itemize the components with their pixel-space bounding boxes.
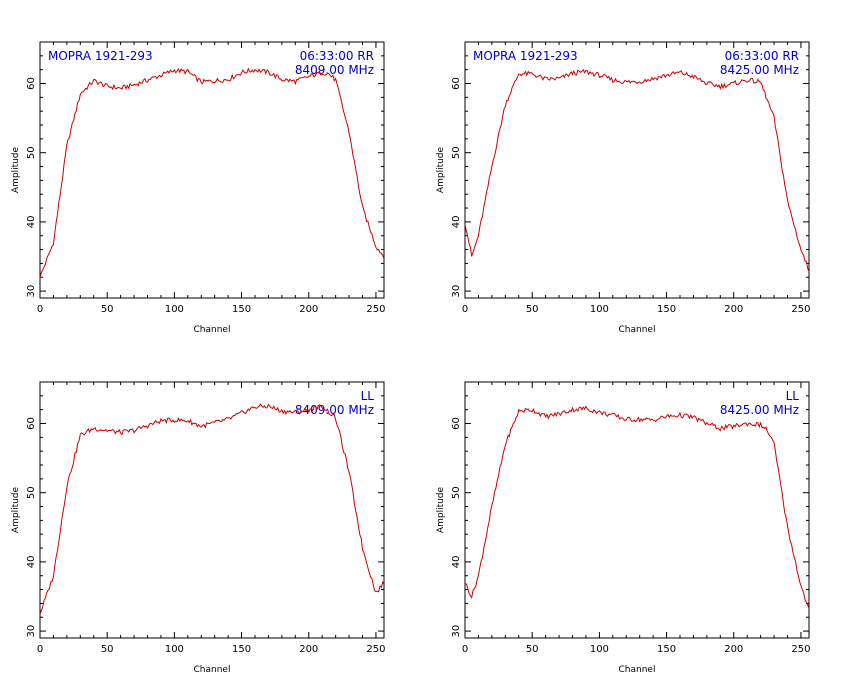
x-tick-label: 150: [232, 304, 251, 315]
spectrum-line: [464, 405, 810, 609]
x-tick-label: 50: [101, 644, 114, 655]
y-tick-label: 30: [26, 625, 37, 638]
x-axis-label: Channel: [194, 665, 231, 675]
x-tick-label: 0: [462, 304, 468, 315]
x-tick-label: 150: [657, 644, 676, 655]
spectrum-line: [39, 403, 385, 616]
y-tick-label: 30: [26, 285, 37, 298]
x-tick-label: 0: [37, 644, 43, 655]
x-tick-label: 250: [791, 304, 810, 315]
y-axis-label: Amplitude: [436, 486, 446, 533]
y-tick-label: 30: [451, 285, 462, 298]
time-pol-annotation: LL: [361, 389, 375, 403]
chart-panel-4: 0 50 100 150 200 250 30 40 50 60 Channel Amplitude L…: [436, 381, 810, 675]
x-tick-label: 100: [590, 644, 609, 655]
y-tick-label: 60: [26, 77, 37, 90]
chart-panel-3: 0 50 100 150 200 250 30 40 50 60 Channel Amplitude L…: [11, 381, 385, 675]
plot-frame: [39, 381, 385, 639]
plot-frame: [464, 381, 810, 639]
y-tick-label: 60: [451, 77, 462, 90]
y-axis-label: Amplitude: [436, 146, 446, 193]
y-tick-label: 40: [451, 556, 462, 569]
x-tick-label: 50: [526, 644, 539, 655]
x-tick-label: 100: [590, 304, 609, 315]
frequency-annotation: 8425.00 MHz: [720, 403, 799, 417]
y-tick-label: 60: [26, 417, 37, 430]
y-tick-label: 50: [26, 486, 37, 499]
y-tick-label: 40: [26, 216, 37, 229]
x-tick-label: 250: [366, 644, 385, 655]
plot-frame: [464, 41, 810, 299]
frequency-annotation: 8409.00 MHz: [295, 63, 374, 77]
x-tick-label: 150: [657, 304, 676, 315]
x-tick-label: 50: [526, 304, 539, 315]
time-pol-annotation: 06:33:00 RR: [300, 49, 374, 63]
spectrum-line: [39, 67, 385, 279]
x-tick-label: 100: [165, 304, 184, 315]
x-tick-label: 200: [299, 644, 318, 655]
x-axis-label: Channel: [194, 325, 231, 335]
source-annotation: MOPRA 1921-293: [48, 49, 153, 63]
x-tick-label: 150: [232, 644, 251, 655]
x-axis-label: Channel: [619, 665, 656, 675]
x-tick-label: 50: [101, 304, 114, 315]
x-tick-label: 200: [724, 644, 743, 655]
x-axis-label: Channel: [619, 325, 656, 335]
y-axis-label: Amplitude: [11, 486, 21, 533]
y-tick-label: 50: [451, 486, 462, 499]
x-tick-label: 0: [462, 644, 468, 655]
y-tick-label: 50: [26, 146, 37, 159]
plot-frame: [39, 41, 385, 299]
source-annotation: MOPRA 1921-293: [473, 49, 578, 63]
x-tick-label: 100: [165, 644, 184, 655]
chart-panel-2: 0 50 100 150 200 250 30 40 50 60 Channel Amplitude M…: [436, 41, 810, 335]
y-tick-label: 40: [26, 556, 37, 569]
y-axis-label: Amplitude: [11, 146, 21, 193]
y-tick-label: 50: [451, 146, 462, 159]
y-tick-label: 30: [451, 625, 462, 638]
chart-panel-1: 0 50 100 150 200 250 30 40 50 60 Channel Amplitude M…: [11, 41, 385, 335]
frequency-annotation: 8425.00 MHz: [720, 63, 799, 77]
y-tick-label: 60: [451, 417, 462, 430]
spectrum-line: [464, 68, 810, 272]
time-pol-annotation: 06:33:00 RR: [725, 49, 799, 63]
x-tick-label: 250: [366, 304, 385, 315]
x-tick-label: 200: [724, 304, 743, 315]
x-tick-label: 250: [791, 644, 810, 655]
x-tick-label: 0: [37, 304, 43, 315]
y-tick-label: 40: [451, 216, 462, 229]
x-tick-label: 200: [299, 304, 318, 315]
time-pol-annotation: LL: [786, 389, 800, 403]
